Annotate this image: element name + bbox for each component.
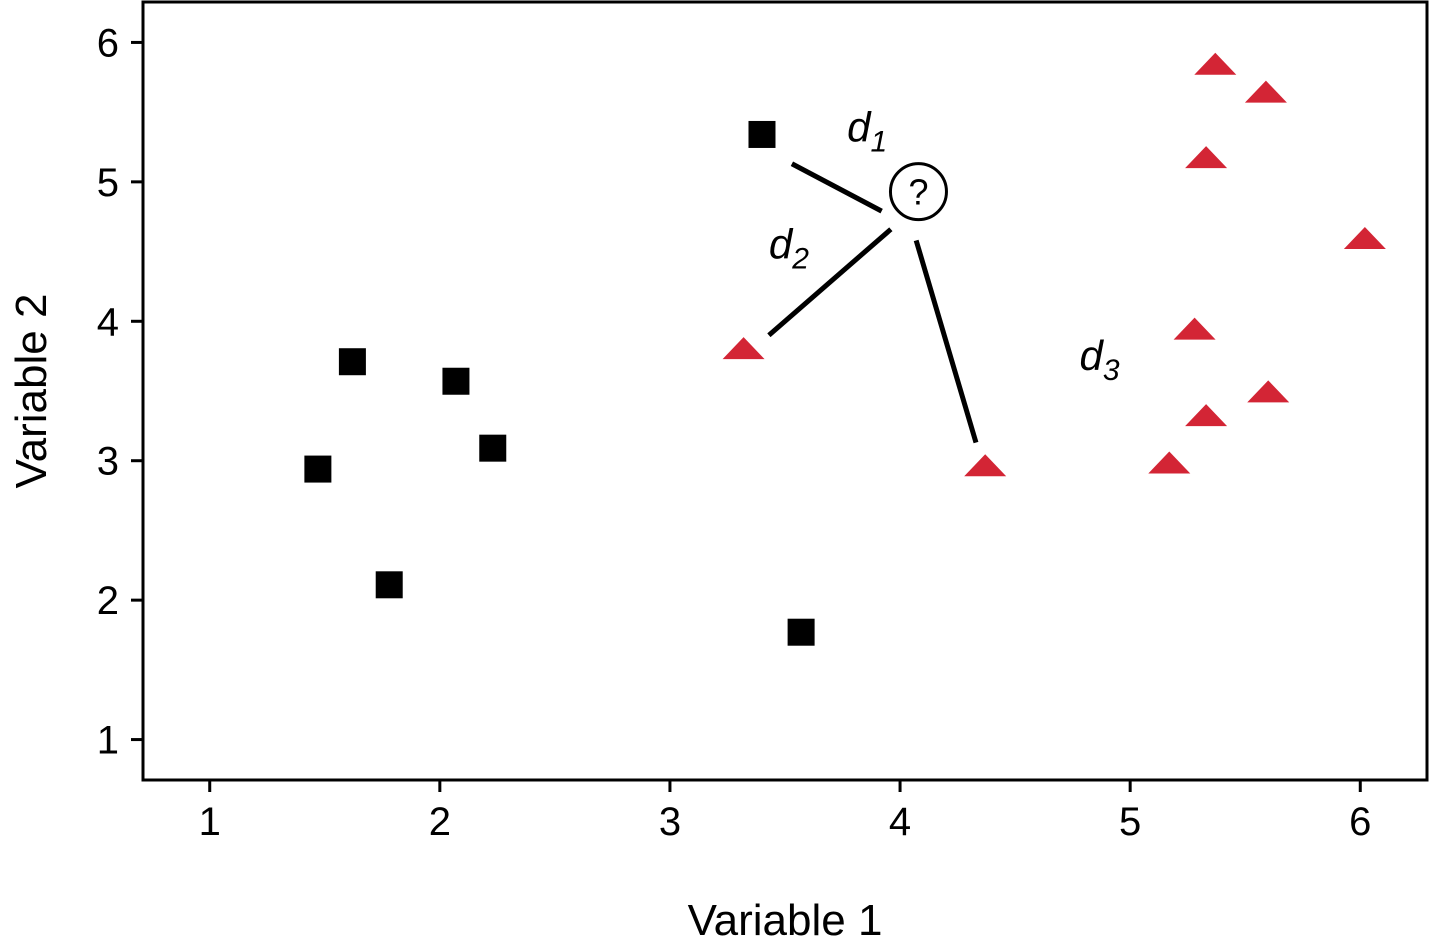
query-circle <box>888 162 948 222</box>
triangle-point <box>1185 404 1228 427</box>
distance-line <box>913 239 979 444</box>
x-tick-label: 4 <box>889 800 911 844</box>
distance-subscript: 1 <box>870 125 887 158</box>
square-point <box>748 120 776 148</box>
distance-line <box>790 161 883 214</box>
distance-letter: d <box>1080 332 1105 379</box>
distance-label: d3 <box>1080 332 1120 387</box>
distance-subscript: 2 <box>791 243 809 276</box>
query-label: ? <box>908 172 928 213</box>
square-point <box>338 348 366 376</box>
y-tick-label: 6 <box>97 21 119 65</box>
square-point <box>442 367 470 395</box>
y-axis-label: Variable 2 <box>7 294 56 489</box>
triangle-point <box>1343 227 1386 250</box>
x-axis-label: Variable 1 <box>688 896 883 945</box>
y-tick-label: 1 <box>97 719 119 763</box>
triangle-point <box>1173 317 1216 340</box>
y-tick-label: 5 <box>97 161 119 205</box>
square-point <box>787 618 815 646</box>
distance-subscript: 3 <box>1103 354 1120 387</box>
triangle-point <box>722 337 765 360</box>
y-tick-label: 3 <box>97 440 119 484</box>
distance-lines <box>767 161 979 444</box>
y-tick-label: 2 <box>97 579 119 623</box>
triangle-point <box>1148 451 1191 474</box>
square-point <box>375 571 403 599</box>
x-tick-label: 5 <box>1119 800 1141 844</box>
x-axis-ticks: 1 2 3 4 5 6 <box>199 780 1371 844</box>
x-tick-label: 3 <box>659 800 681 844</box>
triangle-point <box>1185 146 1228 169</box>
plot-frame <box>141 0 1429 782</box>
square-point <box>304 455 332 483</box>
y-tick-label: 4 <box>97 300 119 344</box>
x-tick-label: 6 <box>1349 800 1371 844</box>
distance-label: d2 <box>769 221 809 276</box>
distance-line <box>767 227 893 338</box>
distance-label: d1 <box>847 103 887 158</box>
y-axis-ticks: 1 2 3 4 5 6 <box>97 21 143 763</box>
distance-letter: d <box>769 221 794 268</box>
triangle-point <box>1194 52 1237 75</box>
x-tick-label: 1 <box>199 800 221 844</box>
query-point: ? <box>888 162 948 222</box>
data-points <box>304 52 1386 646</box>
x-tick-label: 2 <box>429 800 451 844</box>
square-point <box>479 434 507 462</box>
triangle-point <box>1244 80 1287 103</box>
triangle-point <box>964 454 1007 477</box>
distance-letter: d <box>847 103 872 150</box>
triangle-point <box>1247 380 1290 403</box>
